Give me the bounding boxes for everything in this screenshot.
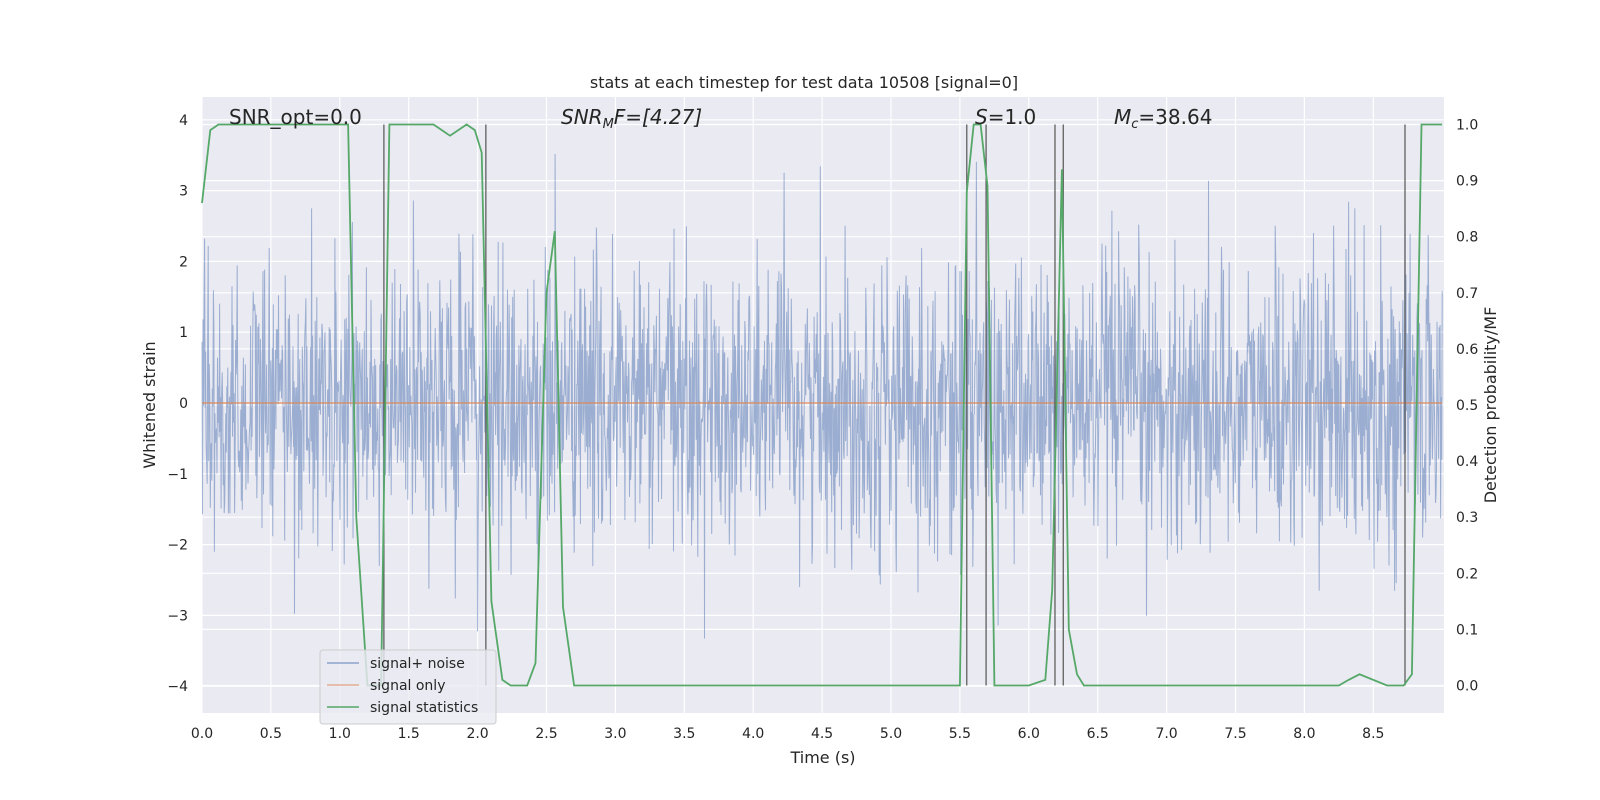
statistics-series — [201, 123, 1443, 687]
x-tick-label: 6.5 — [1087, 726, 1109, 742]
snr-mf-suffix: F=[4.27] — [614, 105, 702, 129]
y2-tick-label: 0.4 — [1456, 454, 1478, 470]
x-tick-label: 1.0 — [329, 726, 351, 742]
noise-series — [201, 154, 1443, 639]
y2-tick-label: 0.9 — [1456, 174, 1478, 190]
chart-title: stats at each timestep for test data 105… — [590, 73, 1018, 92]
legend: signal+ noise signal only signal statist… — [319, 649, 497, 725]
x-tick-label: 0.5 — [260, 726, 282, 742]
y2-tick-labels: 1.0 0.9 0.8 0.7 0.6 0.5 0.4 0.3 0.2 0.1 0.0 — [1456, 118, 1478, 695]
x-tick-label: 0.0 — [191, 726, 213, 742]
y-axis-label: Whitened strain — [140, 341, 159, 468]
x-tick-label: 6.0 — [1018, 726, 1040, 742]
x-tick-label: 8.0 — [1293, 726, 1315, 742]
x-tick-label: 5.5 — [949, 726, 971, 742]
y-tick-label: 2 — [179, 254, 188, 270]
y-tick-label: −2 — [167, 538, 188, 554]
legend-label-statistics: signal statistics — [370, 700, 478, 716]
y2-tick-label: 0.2 — [1456, 566, 1478, 582]
x-tick-label: 2.0 — [466, 726, 488, 742]
annotation-mc: Mc=38.64 — [1114, 105, 1212, 132]
x-tick-label: 7.0 — [1155, 726, 1177, 742]
snr-mf-sub: M — [603, 117, 614, 132]
y2-tick-label: 0.7 — [1456, 286, 1478, 302]
y-tick-label: −3 — [167, 608, 188, 624]
y2-tick-label: 0.8 — [1456, 230, 1478, 246]
x-tick-label: 5.0 — [880, 726, 902, 742]
mc-sub: c — [1131, 117, 1138, 132]
s-suffix: =1.0 — [988, 105, 1037, 129]
y2-tick-label: 0.5 — [1456, 398, 1478, 414]
snr-mf-prefix: SNR — [561, 105, 603, 129]
x-tick-label: 7.5 — [1224, 726, 1246, 742]
y-tick-label: 0 — [179, 396, 188, 412]
y-tick-labels: 4 3 2 1 0 −1 −2 −3 −4 — [167, 113, 188, 695]
s-prefix: S — [975, 105, 988, 129]
y-tick-label: −1 — [167, 467, 188, 483]
mc-prefix: M — [1114, 105, 1131, 129]
y2-tick-label: 0.3 — [1456, 510, 1478, 526]
mc-suffix: =38.64 — [1138, 105, 1212, 129]
legend-box — [319, 649, 497, 725]
x-tick-label: 2.5 — [535, 726, 557, 742]
x-tick-labels: 0.0 0.5 1.0 1.5 2.0 2.5 3.0 3.5 4.0 4.5 5.0 5.5 6.0 6… — [191, 726, 1385, 742]
y-tick-label: 3 — [179, 184, 188, 200]
y2-axis-label: Detection probability/MF — [1481, 307, 1500, 504]
x-tick-label: 3.0 — [604, 726, 626, 742]
x-axis-label: Time (s) — [789, 748, 855, 767]
annotation-snr-mf: SNRMF=[4.27] — [561, 105, 702, 132]
legend-label-noise: signal+ noise — [370, 656, 465, 672]
legend-label-signal: signal only — [370, 678, 445, 694]
x-tick-label: 3.5 — [673, 726, 695, 742]
y-tick-label: 1 — [179, 325, 188, 341]
y2-tick-label: 0.6 — [1456, 342, 1478, 358]
annotation-s: S=1.0 — [975, 105, 1036, 129]
x-tick-label: 4.5 — [811, 726, 833, 742]
y2-tick-label: 1.0 — [1456, 118, 1478, 134]
y2-tick-label: 0.0 — [1456, 679, 1478, 695]
y-tick-label: −4 — [167, 679, 188, 695]
y-tick-label: 4 — [179, 113, 188, 129]
x-tick-label: 4.0 — [742, 726, 764, 742]
x-tick-label: 1.5 — [398, 726, 420, 742]
annotation-snr-opt: SNR_opt=0.0 — [229, 105, 362, 129]
grid — [201, 97, 1444, 713]
noise-line — [201, 154, 1443, 639]
x-tick-label: 8.5 — [1362, 726, 1384, 742]
y2-tick-label: 0.1 — [1456, 622, 1478, 638]
statistics-line — [201, 123, 1443, 687]
